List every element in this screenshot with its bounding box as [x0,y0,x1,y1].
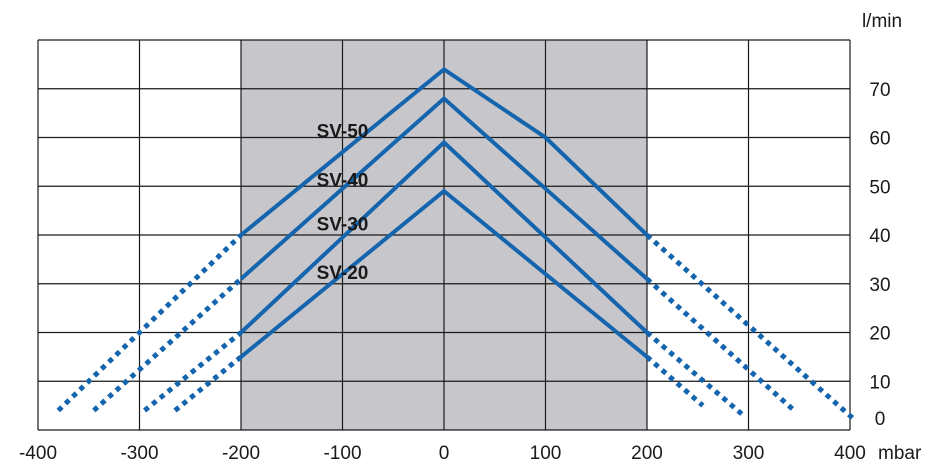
series-line-dashed-right [645,277,796,413]
x-tick-label: -400 [19,443,57,464]
series-lines-layer [56,66,857,423]
series-line-solid [239,139,649,334]
y-tick-label: 60 [869,129,890,150]
series-line-dashed-left [173,354,243,413]
series-line-dashed-right [645,355,705,408]
y-tick-label: 50 [869,177,890,198]
series-line-dashed-left [56,233,243,413]
y-tick-label: 30 [869,275,890,296]
series-line-dashed-left [92,277,243,413]
y-tick-label: 10 [869,372,890,393]
series-label: SV-20 [317,263,369,284]
series-line-solid [239,66,649,237]
series-line-solid [239,95,649,281]
series-label: SV-30 [317,214,369,235]
x-unit-label: mbar [878,443,922,464]
x-tick-label: -100 [323,443,361,464]
y-unit-label: l/min [862,11,902,32]
series-label: SV-40 [317,170,369,191]
y-tick-label: 0 [875,409,886,430]
grid-layer [37,39,851,431]
x-tick-label: -200 [222,443,260,464]
y-tick-label: 70 [869,80,890,101]
tick-labels-layer: -400 -300 -200 -100 0 100 200 300 400 0 10 20 30 40 50… [19,80,891,464]
x-tick-label: 200 [631,443,663,464]
x-tick-label: 300 [733,443,765,464]
series-line-dashed-left [143,330,243,413]
y-tick-label: 40 [869,226,890,247]
x-tick-label: 400 [834,443,866,464]
x-tick-label: 0 [439,443,450,464]
series-line-dashed-right [645,330,746,418]
series-labels-layer: SV-50 SV-40 SV-30 SV-20 [317,122,369,284]
y-tick-label: 20 [869,324,890,345]
x-tick-label: 100 [530,443,562,464]
x-tick-label: -300 [120,443,158,464]
series-label: SV-50 [317,122,369,143]
series-line-solid [239,188,649,359]
series-line-dashed-right [645,233,857,423]
